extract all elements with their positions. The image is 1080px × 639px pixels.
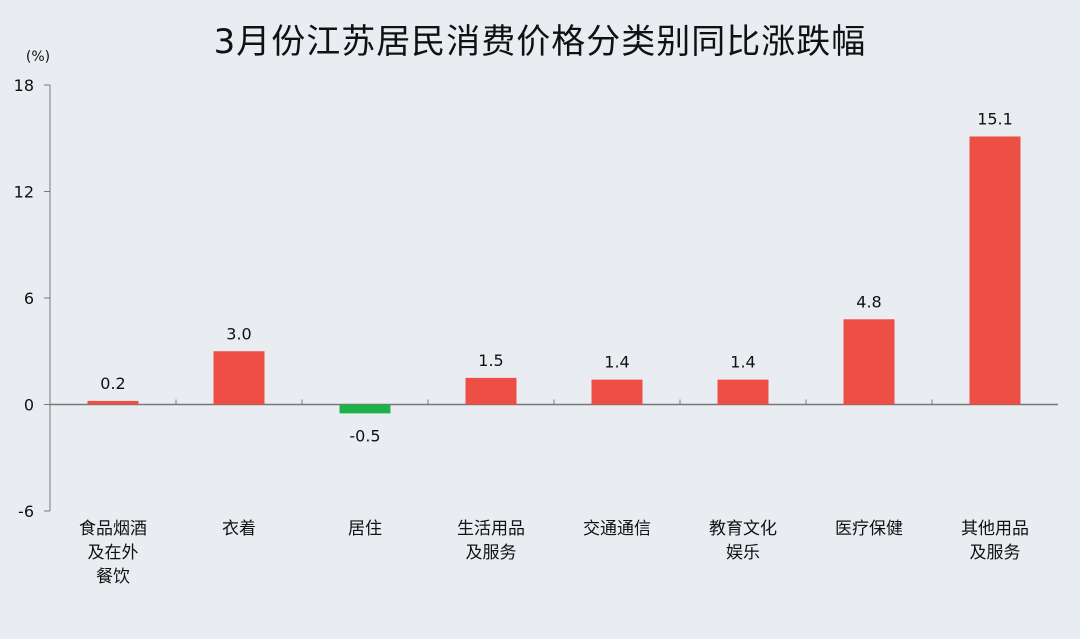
x-category-label: 教育文化 bbox=[709, 519, 777, 539]
x-category-label: 其他用品 bbox=[961, 519, 1029, 539]
bar-value-label: 0.2 bbox=[100, 374, 125, 393]
x-category-label: 食品烟酒 bbox=[79, 519, 147, 539]
bar-value-label: 3.0 bbox=[226, 324, 251, 343]
y-tick-label: 0 bbox=[24, 396, 34, 415]
x-category-label: 医疗保健 bbox=[835, 519, 903, 539]
bar bbox=[339, 404, 391, 414]
bar-value-label: -0.5 bbox=[349, 426, 380, 445]
x-category-label: 及服务 bbox=[970, 543, 1021, 563]
x-category-label: 生活用品 bbox=[457, 519, 525, 539]
y-unit-label: (%) bbox=[26, 49, 50, 65]
bar-value-label: 1.5 bbox=[478, 351, 503, 370]
bar-value-label: 1.4 bbox=[730, 353, 755, 372]
bar bbox=[969, 136, 1021, 405]
bar bbox=[591, 379, 643, 405]
y-tick-label: 6 bbox=[24, 289, 34, 308]
x-category-label: 衣着 bbox=[222, 519, 256, 539]
chart-title: 3月份江苏居民消费价格分类别同比涨跌幅 bbox=[213, 22, 867, 62]
bar-value-label: 15.1 bbox=[977, 109, 1013, 128]
x-category-label: 餐饮 bbox=[96, 567, 130, 587]
y-tick-label: 18 bbox=[14, 76, 34, 95]
bar-value-label: 1.4 bbox=[604, 353, 629, 372]
bar bbox=[87, 400, 139, 405]
x-category-label: 及服务 bbox=[466, 543, 517, 563]
x-category-label: 及在外 bbox=[88, 543, 139, 563]
bar-value-label: 4.8 bbox=[856, 292, 881, 311]
x-category-label: 交通通信 bbox=[583, 519, 651, 539]
bar bbox=[465, 377, 517, 405]
y-tick-label: -6 bbox=[18, 502, 34, 521]
x-category-label: 娱乐 bbox=[726, 543, 760, 563]
bar bbox=[213, 351, 265, 405]
y-tick-label: 12 bbox=[14, 183, 34, 202]
bar bbox=[717, 379, 769, 405]
bar bbox=[843, 319, 895, 405]
x-category-label: 居住 bbox=[348, 519, 382, 539]
